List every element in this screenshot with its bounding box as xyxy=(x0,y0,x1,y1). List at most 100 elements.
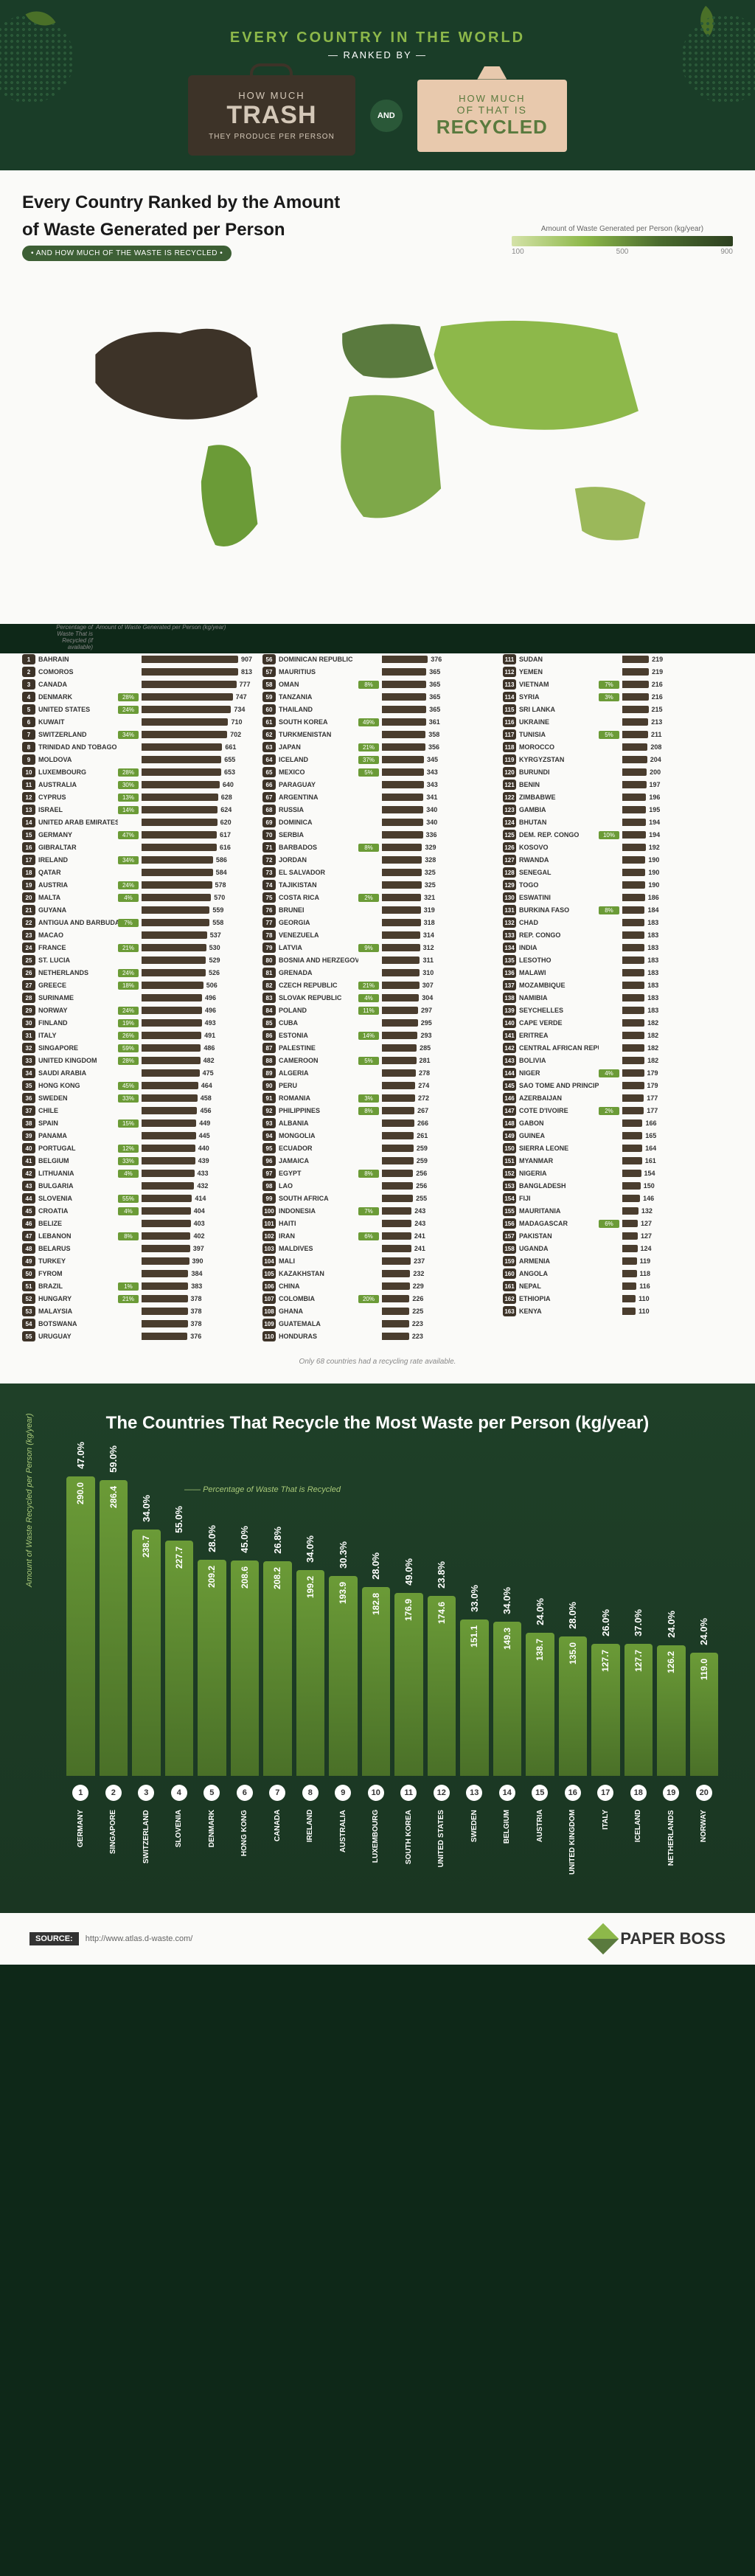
rank-bar xyxy=(382,806,423,813)
rank-country: GHANA xyxy=(279,1308,358,1315)
rank-pct xyxy=(358,1260,379,1262)
bar-country: SWITZERLAND xyxy=(142,1810,150,1884)
rank-number: 156 xyxy=(503,1218,516,1229)
bar-column: 28.0%135.016UNITED KINGDOM xyxy=(559,1602,588,1884)
rank-pct: 7% xyxy=(358,1207,379,1215)
legend: Amount of Waste Generated per Person (kg… xyxy=(512,225,733,256)
chart-bar: 151.1 xyxy=(460,1619,489,1776)
rank-number: 69 xyxy=(262,817,276,827)
rank-value: 297 xyxy=(421,1007,432,1014)
recycle-line2: OF THAT IS xyxy=(436,104,548,116)
rank-value: 261 xyxy=(417,1132,428,1139)
rank-row: 82CZECH REPUBLIC21%307 xyxy=(262,979,493,992)
rank-value: 195 xyxy=(649,806,660,813)
rank-bar xyxy=(142,819,218,826)
rank-number: 41 xyxy=(22,1156,35,1166)
rank-number: 105 xyxy=(262,1268,276,1279)
rank-pct xyxy=(118,746,139,748)
rank-value: 311 xyxy=(422,957,434,964)
rank-country: MYANMAR xyxy=(519,1157,599,1164)
rank-number: 43 xyxy=(22,1181,35,1191)
rank-value: 640 xyxy=(223,781,234,788)
rank-number: 59 xyxy=(262,692,276,702)
rank-pct xyxy=(118,1072,139,1074)
rank-country: TAJIKISTAN xyxy=(279,881,358,889)
rank-value: 813 xyxy=(241,668,252,676)
rank-row: 143BOLIVIA182 xyxy=(503,1055,733,1067)
rank-pct: 45% xyxy=(118,1082,139,1090)
rank-row: 117TUNISIA5%211 xyxy=(503,729,733,741)
rank-bar xyxy=(382,1333,409,1340)
rank-bar xyxy=(142,668,238,676)
rank-number: 151 xyxy=(503,1156,516,1166)
rank-pct: 2% xyxy=(599,1107,619,1115)
rank-value: 378 xyxy=(191,1308,202,1315)
rank-pct xyxy=(358,1135,379,1136)
rank-row: 60THAILAND365 xyxy=(262,704,493,716)
rank-row: 63JAPAN21%356 xyxy=(262,741,493,754)
bar-country: AUSTRALIA xyxy=(339,1810,347,1884)
rank-country: CAMEROON xyxy=(279,1057,358,1064)
rank-number: 93 xyxy=(262,1118,276,1128)
rank-pct xyxy=(599,1060,619,1061)
bar-country: BELGIUM xyxy=(503,1810,511,1884)
rank-bar xyxy=(382,681,426,688)
rank-country: RUSSIA xyxy=(279,806,358,813)
rank-number: 138 xyxy=(503,993,516,1003)
rank-bar xyxy=(382,1170,413,1177)
rank-number: 42 xyxy=(22,1168,35,1178)
rank-country: BOTSWANA xyxy=(38,1320,118,1327)
rank-pct xyxy=(118,1223,139,1224)
legend-gradient xyxy=(512,236,733,246)
rank-country: FINLAND xyxy=(38,1019,118,1027)
rank-bar xyxy=(622,844,646,851)
rank-value: 530 xyxy=(209,944,220,951)
rank-row: 46BELIZE403 xyxy=(22,1218,252,1230)
rank-value: 620 xyxy=(220,819,232,826)
rank-pct xyxy=(599,1097,619,1099)
bar-column: 26.0%127.717ITALY xyxy=(591,1609,620,1884)
rank-value: 491 xyxy=(204,1032,215,1039)
rank-row: 22ANTIGUA AND BARBUDA7%558 xyxy=(22,917,252,929)
rank-row: 132CHAD183 xyxy=(503,917,733,929)
rank-bar xyxy=(142,1132,196,1139)
rank-value: 376 xyxy=(431,656,442,663)
rank-pct xyxy=(599,1260,619,1262)
rank-value: 358 xyxy=(428,731,439,738)
rank-row: 133REP. CONGO183 xyxy=(503,929,733,942)
rank-bar xyxy=(622,794,646,801)
rank-row: 83SLOVAK REPUBLIC4%304 xyxy=(262,992,493,1004)
rank-pct xyxy=(599,1035,619,1036)
rank-row: 135LESOTHO183 xyxy=(503,954,733,967)
bar-column: 49.0%176.911SOUTH KOREA xyxy=(394,1558,423,1884)
rank-number: 18 xyxy=(22,867,35,878)
rank-country: QATAR xyxy=(38,869,118,876)
rank-value: 118 xyxy=(640,1270,651,1277)
rank-row: 129TOGO190 xyxy=(503,879,733,892)
rank-country: HONG KONG xyxy=(38,1082,118,1089)
rank-pct xyxy=(599,934,619,936)
rank-pct: 4% xyxy=(118,894,139,902)
rank-row: 142CENTRAL AFRICAN REPUBLIC182 xyxy=(503,1042,733,1055)
rank-bar xyxy=(142,756,221,763)
bar-pct: 30.3% xyxy=(338,1541,349,1569)
rank-bar xyxy=(622,1220,638,1227)
rank-country: SOUTH KOREA xyxy=(279,718,358,726)
bar-column: 34.0%238.73SWITZERLAND xyxy=(132,1495,161,1884)
rank-pct: 6% xyxy=(358,1232,379,1240)
rank-value: 710 xyxy=(231,718,242,726)
rank-country: ECUADOR xyxy=(279,1145,358,1152)
rank-row: 70SERBIA336 xyxy=(262,829,493,841)
bar-column: 23.8%174.612UNITED STATES xyxy=(428,1561,456,1884)
bar-column: 47.0%290.01GERMANY xyxy=(66,1442,95,1884)
rank-number: 82 xyxy=(262,980,276,990)
rank-row: 138NAMIBIA183 xyxy=(503,992,733,1004)
rank-row: 101HAITI243 xyxy=(262,1218,493,1230)
rank-country: BULGARIA xyxy=(38,1182,118,1190)
rank-number: 72 xyxy=(262,855,276,865)
rank-country: UGANDA xyxy=(519,1245,599,1252)
rank-bar xyxy=(622,1207,639,1215)
rank-bar xyxy=(142,768,221,776)
rank-number: 163 xyxy=(503,1306,516,1316)
rank-number: 129 xyxy=(503,880,516,890)
